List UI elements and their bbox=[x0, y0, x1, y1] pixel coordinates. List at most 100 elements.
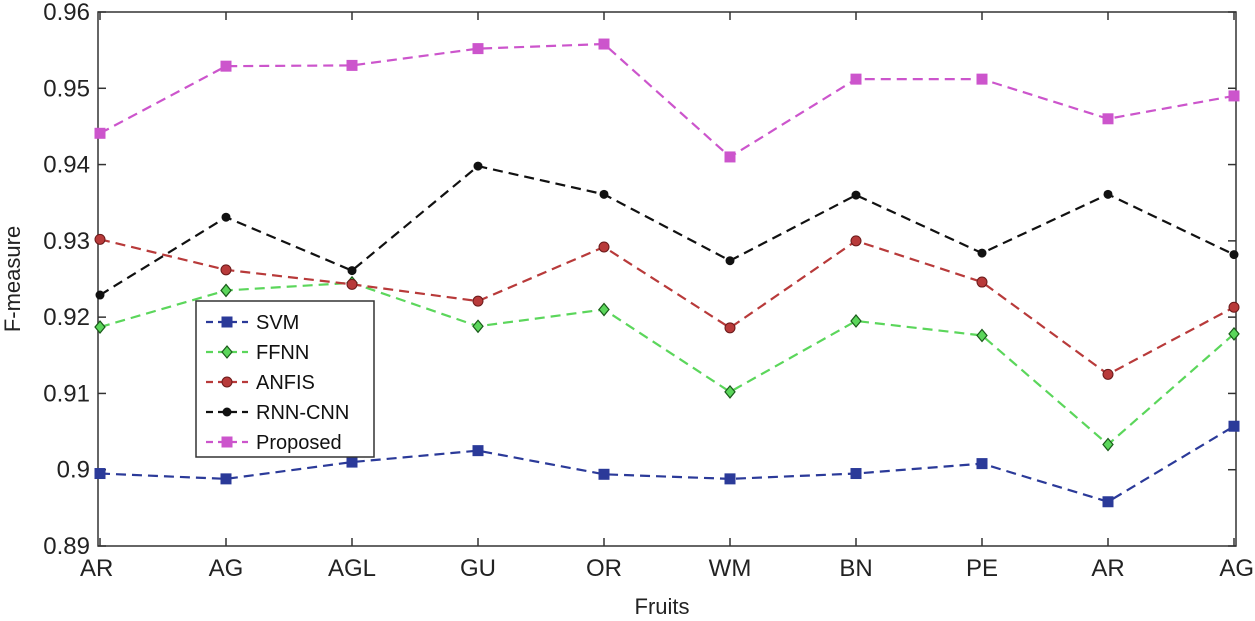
x-tick-label: GU bbox=[460, 555, 496, 582]
data-point-anfis bbox=[94, 233, 106, 245]
x-tick-label: AGL bbox=[328, 555, 376, 582]
x-tick-label: WM bbox=[709, 555, 752, 582]
data-point-rnn-cnn bbox=[977, 248, 987, 258]
x-tick-label: AG bbox=[1219, 555, 1254, 582]
y-tick-label: 0.9 bbox=[57, 457, 90, 484]
y-tick-label: 0.92 bbox=[43, 304, 90, 331]
y-tick-label: 0.91 bbox=[43, 380, 90, 407]
data-point-ffnn bbox=[94, 320, 106, 334]
y-tick-label: 0.95 bbox=[43, 75, 90, 102]
series-rnn-cnn bbox=[95, 161, 1239, 300]
data-point-svm bbox=[94, 468, 106, 480]
series-line-proposed bbox=[99, 42, 1235, 159]
legend-item-rnn-cnn: RNN-CNN bbox=[206, 402, 349, 424]
series-anfis bbox=[94, 233, 1240, 380]
series-svm bbox=[94, 420, 1240, 508]
legend-label-anfis: ANFIS bbox=[256, 372, 315, 394]
data-point-anfis bbox=[220, 264, 232, 276]
data-point-svm bbox=[724, 473, 736, 485]
data-point-rnn-cnn bbox=[599, 189, 609, 199]
data-point-rnn-cnn bbox=[851, 190, 861, 200]
data-point-rnn-cnn bbox=[725, 256, 735, 266]
y-tick-label: 0.89 bbox=[43, 533, 90, 560]
data-point-proposed bbox=[598, 38, 610, 50]
data-point-svm bbox=[472, 445, 484, 457]
legend-item-svm: SVM bbox=[206, 312, 299, 334]
legend-label-proposed: Proposed bbox=[256, 432, 342, 454]
x-tick-label: AG bbox=[209, 555, 244, 582]
series-line-rnn-cnn bbox=[99, 164, 1235, 296]
legend-label-rnn-cnn: RNN-CNN bbox=[256, 402, 349, 424]
data-point-svm bbox=[850, 468, 862, 480]
data-point-ffnn bbox=[598, 302, 610, 317]
data-point-svm bbox=[346, 456, 358, 468]
data-point-rnn-cnn bbox=[1103, 189, 1113, 199]
data-point-rnn-cnn bbox=[473, 161, 483, 171]
data-point-anfis bbox=[472, 295, 484, 307]
data-point-proposed bbox=[346, 59, 358, 71]
data-point-svm bbox=[1228, 420, 1240, 432]
y-tick-label: 0.96 bbox=[43, 0, 90, 26]
data-point-svm bbox=[976, 458, 988, 470]
y-axis-title: F-measure bbox=[0, 226, 25, 332]
data-point-proposed bbox=[1228, 90, 1240, 102]
series-ffnn bbox=[94, 275, 1240, 452]
x-axis-title: Fruits bbox=[635, 594, 690, 619]
x-tick-label: AR bbox=[80, 555, 113, 582]
data-point-anfis bbox=[598, 241, 610, 253]
data-point-rnn-cnn bbox=[221, 212, 231, 222]
data-point-ffnn bbox=[220, 283, 232, 298]
data-point-ffnn bbox=[976, 328, 988, 343]
axis-ticks: 0.89 0.9 0.91 0.92 0.93 0.94 0.95 0.96 AR AG AGL GU… bbox=[43, 0, 1254, 582]
data-point-proposed bbox=[472, 43, 484, 55]
data-point-svm bbox=[598, 468, 610, 480]
series-line-svm bbox=[99, 425, 1235, 503]
data-point-rnn-cnn bbox=[95, 290, 105, 300]
data-point-rnn-cnn bbox=[347, 266, 357, 276]
legend-marker-ffnn bbox=[221, 345, 233, 359]
y-tick-label: 0.93 bbox=[43, 228, 90, 255]
legend-marker-svm bbox=[221, 316, 233, 328]
data-point-proposed bbox=[94, 127, 106, 139]
data-point-ffnn bbox=[1228, 326, 1240, 341]
data-point-anfis bbox=[1228, 301, 1240, 313]
x-tick-label: AR bbox=[1091, 555, 1124, 582]
legend-label-svm: SVM bbox=[256, 312, 299, 334]
data-point-anfis bbox=[850, 235, 862, 247]
legend-marker-anfis bbox=[221, 376, 233, 388]
legend-item-proposed: Proposed bbox=[206, 432, 342, 454]
data-point-svm bbox=[1102, 496, 1114, 508]
data-point-proposed bbox=[724, 151, 736, 163]
data-point-proposed bbox=[220, 60, 232, 72]
legend: SVM FFNN ANFIS RNN-CNN Proposed bbox=[195, 300, 375, 458]
series-layer bbox=[94, 38, 1240, 508]
data-point-ffnn bbox=[850, 314, 862, 328]
series-line-anfis bbox=[99, 238, 1235, 376]
data-point-anfis bbox=[724, 322, 736, 334]
legend-marker-rnn-cnn bbox=[222, 407, 232, 417]
data-point-anfis bbox=[1102, 368, 1114, 380]
legend-item-anfis: ANFIS bbox=[206, 372, 315, 394]
data-point-proposed bbox=[850, 73, 862, 85]
data-point-anfis bbox=[976, 276, 988, 288]
data-point-ffnn bbox=[472, 319, 484, 334]
data-point-ffnn bbox=[724, 384, 736, 399]
series-line-ffnn bbox=[99, 281, 1235, 446]
series-proposed bbox=[94, 38, 1240, 163]
data-point-proposed bbox=[976, 73, 988, 85]
x-tick-label: OR bbox=[586, 555, 622, 582]
data-point-rnn-cnn bbox=[1229, 250, 1239, 260]
data-point-anfis bbox=[346, 278, 358, 290]
y-tick-label: 0.94 bbox=[43, 152, 90, 179]
x-tick-label: BN bbox=[839, 555, 872, 582]
legend-marker-proposed bbox=[221, 436, 233, 448]
plot-area-frame bbox=[97, 11, 1237, 547]
legend-label-ffnn: FFNN bbox=[256, 342, 309, 364]
data-point-svm bbox=[220, 473, 232, 485]
legend-item-ffnn: FFNN bbox=[206, 342, 309, 364]
data-point-proposed bbox=[1102, 113, 1114, 125]
x-tick-label: PE bbox=[966, 555, 998, 582]
data-point-ffnn bbox=[1102, 437, 1114, 452]
